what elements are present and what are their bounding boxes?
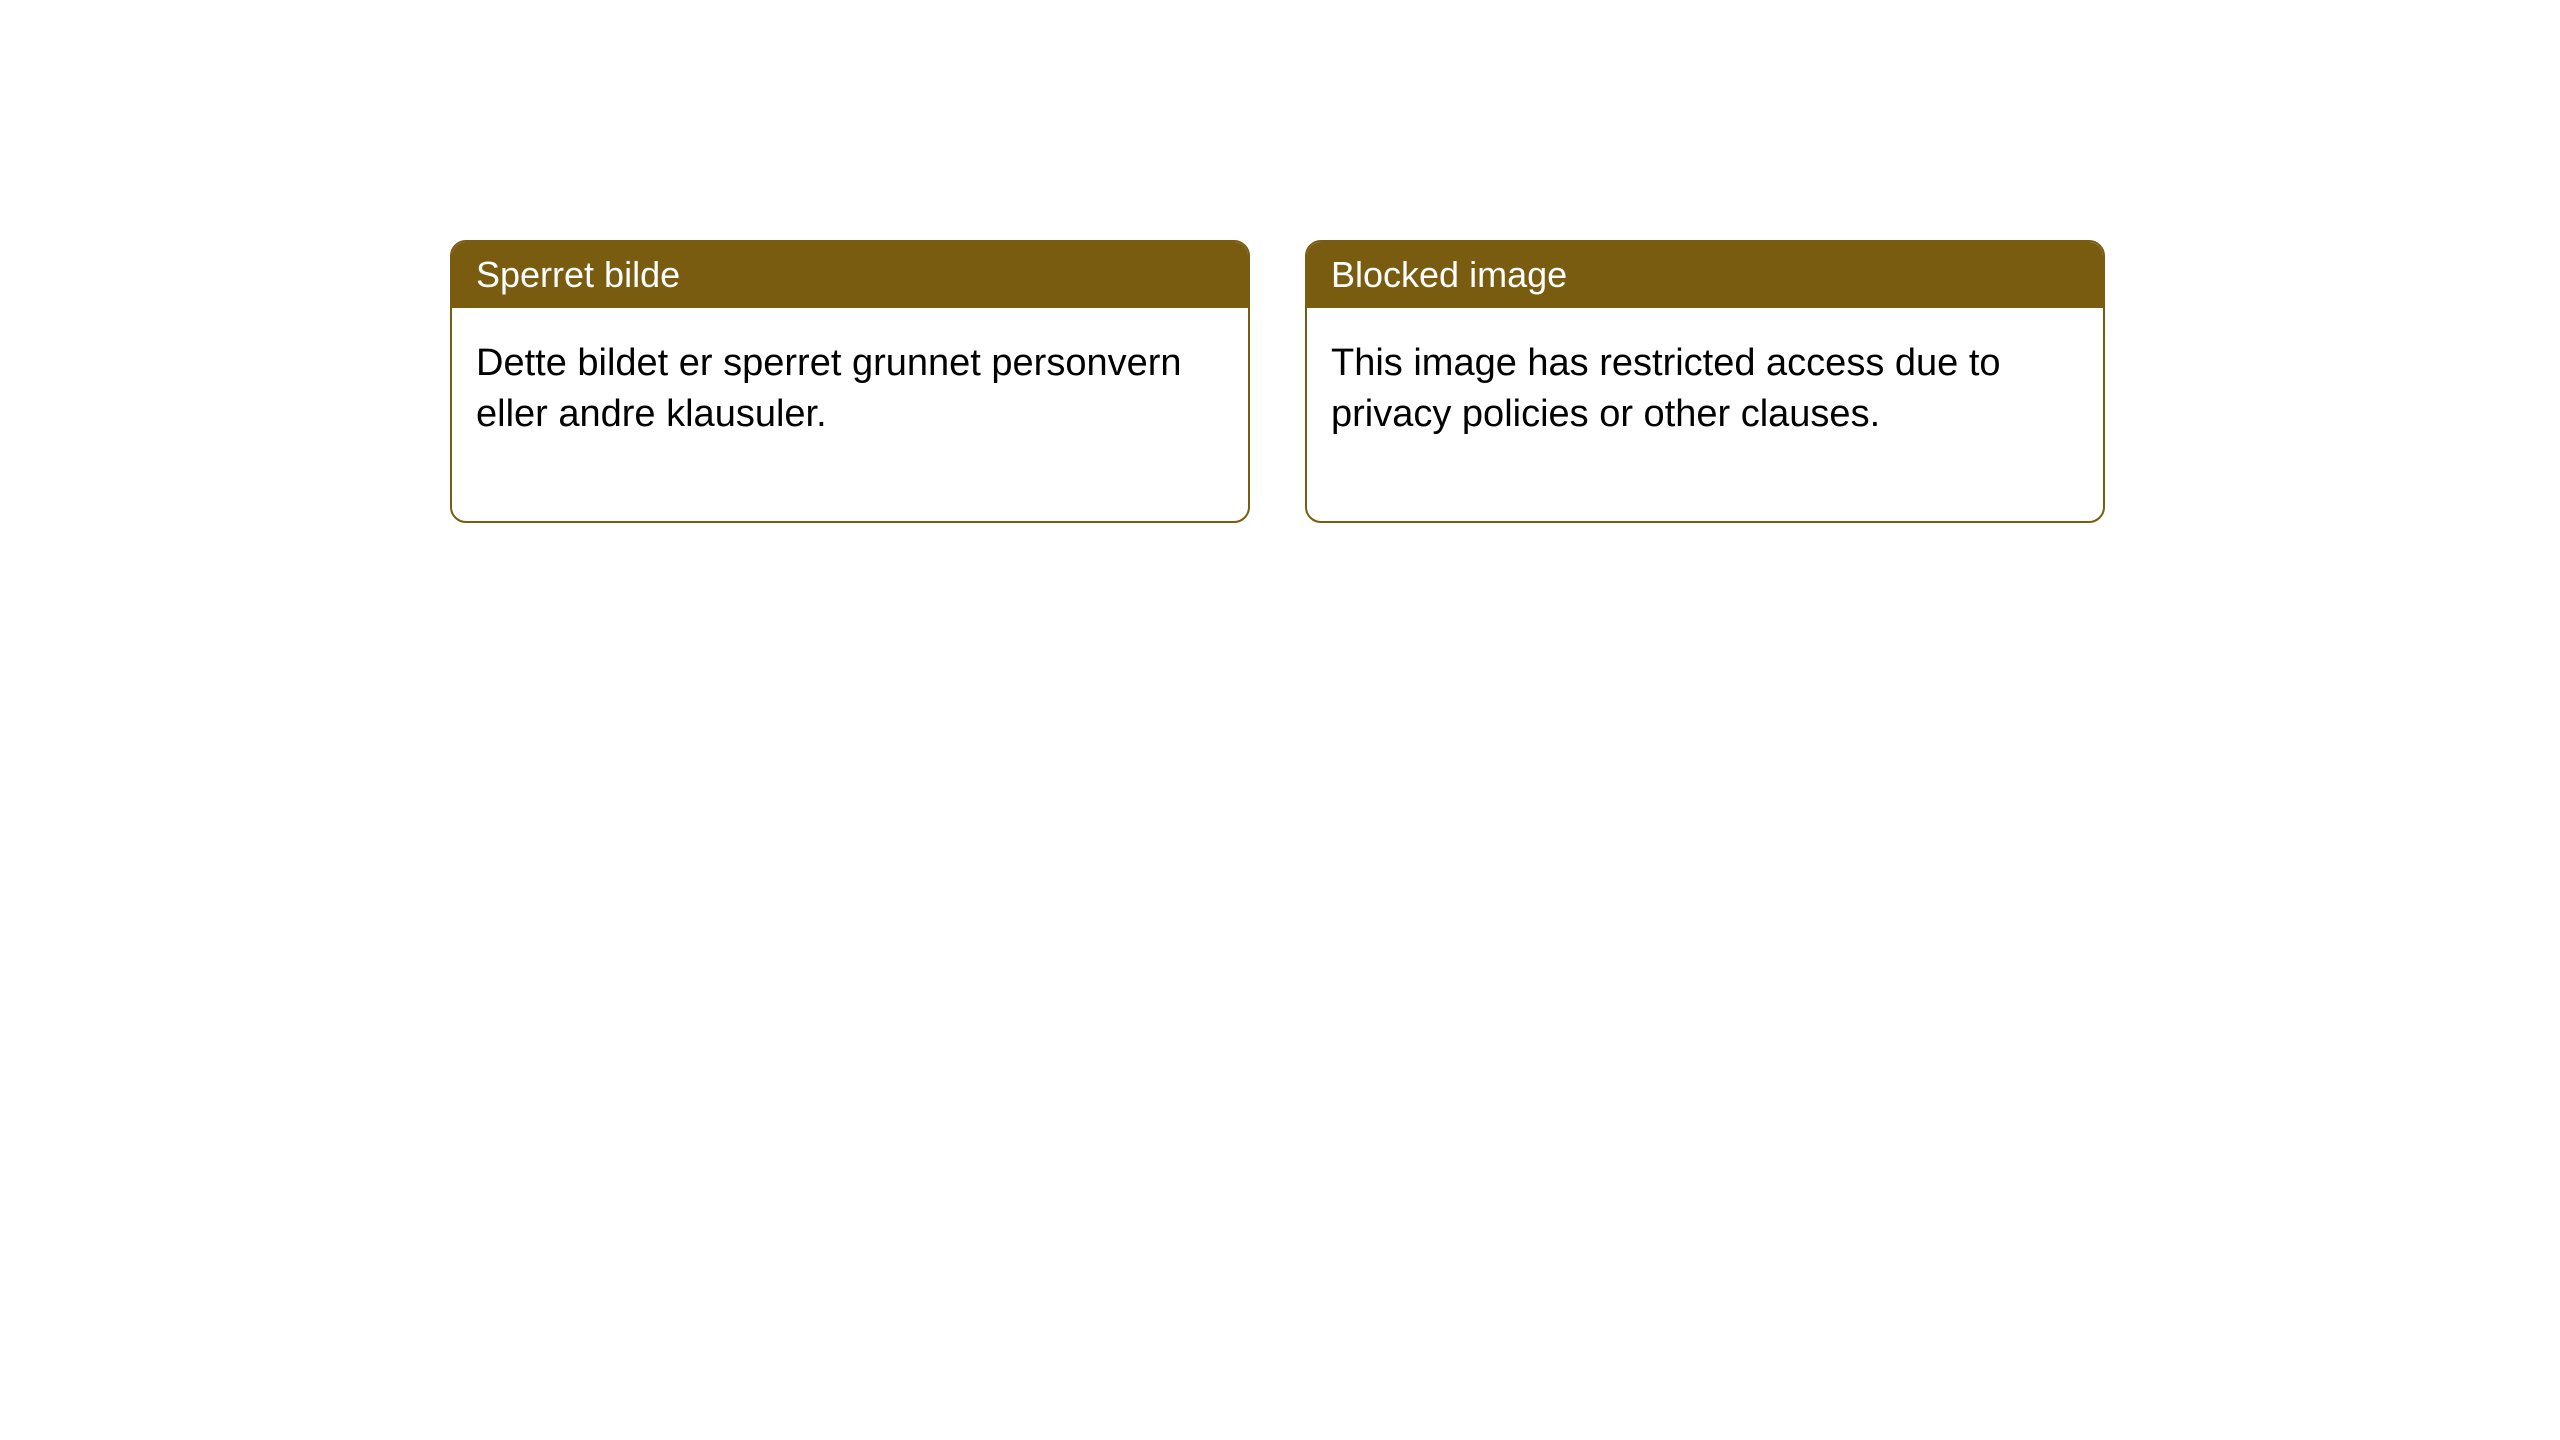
- card-header: Sperret bilde: [452, 242, 1248, 308]
- card-header: Blocked image: [1307, 242, 2103, 308]
- notice-card-norwegian: Sperret bilde Dette bildet er sperret gr…: [450, 240, 1250, 523]
- notice-card-english: Blocked image This image has restricted …: [1305, 240, 2105, 523]
- card-body-text: Dette bildet er sperret grunnet personve…: [476, 342, 1182, 435]
- card-body: This image has restricted access due to …: [1307, 308, 2103, 521]
- card-body-text: This image has restricted access due to …: [1331, 342, 2001, 435]
- card-title: Sperret bilde: [476, 254, 680, 295]
- card-title: Blocked image: [1331, 254, 1567, 295]
- card-body: Dette bildet er sperret grunnet personve…: [452, 308, 1248, 521]
- notice-cards-container: Sperret bilde Dette bildet er sperret gr…: [450, 240, 2560, 523]
